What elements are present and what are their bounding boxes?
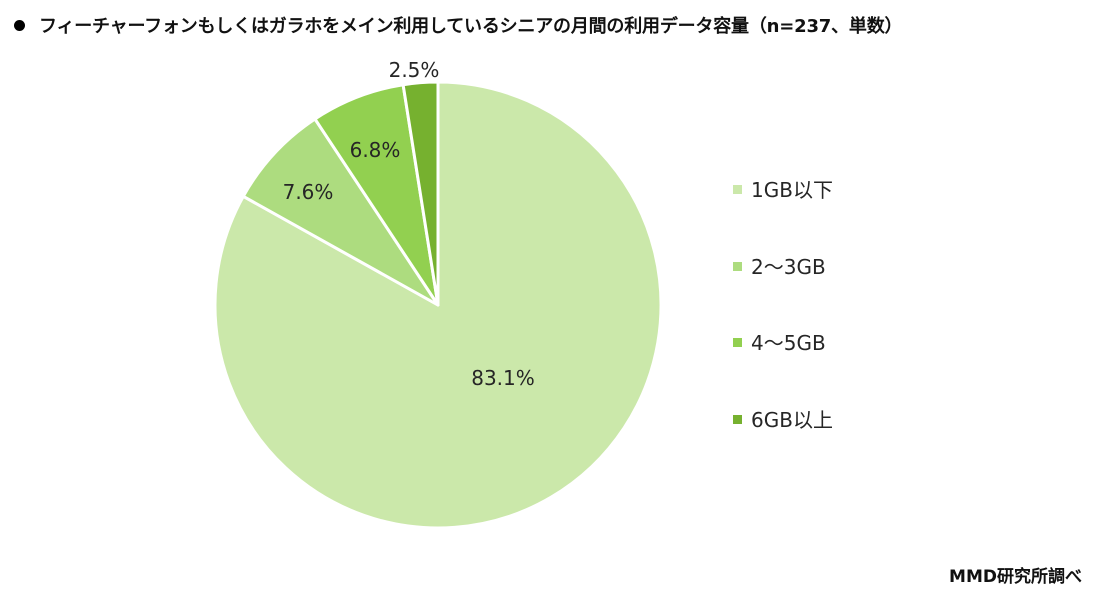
pie-slices	[213, 80, 663, 530]
pie-data-label: 6.8%	[349, 138, 401, 162]
pie-slice-2	[241, 117, 440, 307]
legend-swatch	[733, 262, 742, 271]
pie-slice-1	[213, 80, 663, 530]
bullet-icon	[14, 19, 25, 31]
chart-title-text: フィーチャーフォンもしくはガラホをメイン利用しているシニアの月間の利用データ容量…	[39, 16, 903, 37]
source-credit: MMD研究所調べ	[949, 567, 1082, 587]
legend-item-1gb-or-less: 1GB以下	[733, 174, 833, 203]
legend-label: 6GB以上	[751, 408, 833, 432]
legend-item-4-5gb: 4〜5GB	[733, 327, 826, 356]
legend-label: 1GB以下	[751, 178, 833, 202]
chart-title: フィーチャーフォンもしくはガラホをメイン利用しているシニアの月間の利用データ容量…	[14, 12, 903, 38]
legend-label: 2〜3GB	[751, 255, 826, 279]
pie-data-label: 2.5%	[388, 58, 440, 82]
legend-swatch	[733, 185, 742, 194]
pie-data-label: 83.1%	[471, 366, 535, 390]
pie-data-label: 7.6%	[282, 180, 334, 204]
pie-slice-4	[401, 80, 440, 307]
legend-label: 4〜5GB	[751, 331, 826, 355]
legend-item-6gb-or-more: 6GB以上	[733, 404, 833, 433]
legend-swatch	[733, 415, 742, 424]
legend-item-2-3gb: 2〜3GB	[733, 251, 826, 280]
legend-swatch	[733, 338, 742, 347]
